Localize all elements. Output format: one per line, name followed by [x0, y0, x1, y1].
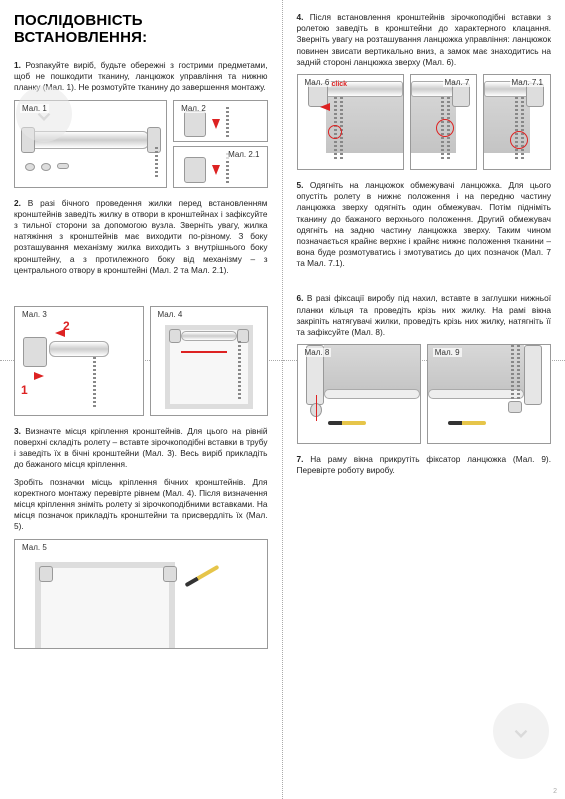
fig9-label: Мал. 9: [433, 348, 462, 357]
figure-9: Мал. 9: [427, 344, 551, 444]
step-2-num: 2.: [14, 198, 21, 208]
figure-5: Мал. 5: [14, 539, 268, 649]
figure-7: Мал. 7: [410, 74, 478, 170]
fig-row-4: Мал. 6 click Мал. 7 Мал. 7.1: [297, 74, 552, 170]
step-3-num: 3.: [14, 426, 21, 436]
step-7-num: 7.: [297, 454, 304, 464]
figure-2-1: Мал. 2.1: [173, 146, 267, 188]
figure-8: Мал. 8: [297, 344, 421, 444]
step-5-num: 5.: [297, 180, 304, 190]
step-2-text: 2. В разі бічного проведення жилки перед…: [14, 198, 268, 276]
fig6-label: Мал. 6: [303, 78, 332, 87]
fig7-label: Мал. 7: [443, 78, 472, 87]
fig5-label: Мал. 5: [20, 543, 49, 552]
figure-7-1: Мал. 7.1: [483, 74, 551, 170]
step-7-body: На раму вікна прикрутіть фіксатор ланцюж…: [297, 454, 552, 475]
step-3a-text: 3. Визначте місця кріплення кронштейнів.…: [14, 426, 268, 471]
figure-2: Мал. 2: [173, 100, 267, 142]
step-6-num: 6.: [297, 293, 304, 303]
figure-4: Мал. 4: [150, 306, 268, 416]
badge-1: 1: [21, 383, 28, 397]
step-3b-text: Зробіть позначки місць кріплення бічних …: [14, 477, 268, 533]
page-title: ПОСЛІДОВНІСТЬ ВСТАНОВЛЕННЯ:: [14, 12, 268, 46]
fig-row-2: Мал. 3 1 2 Мал. 4: [14, 306, 268, 416]
fig71-label: Мал. 7.1: [510, 78, 545, 87]
figure-3: Мал. 3 1 2: [14, 306, 144, 416]
step-6-text: 6. В разі фіксації виробу під нахил, вст…: [297, 293, 552, 338]
right-column: 4. Після встановлення кронштейнів зірочк…: [283, 0, 565, 799]
watermark-icon-2: [493, 703, 549, 759]
left-column: ПОСЛІДОВНІСТЬ ВСТАНОВЛЕННЯ: 1. Розпакуйт…: [0, 0, 283, 799]
step-6-body: В разі фіксації виробу під нахил, вставт…: [297, 293, 552, 337]
step-4-text: 4. Після встановлення кронштейнів зірочк…: [297, 12, 552, 68]
fig4-label: Мал. 4: [156, 310, 185, 319]
click-label: click: [332, 81, 348, 88]
fig3-label: Мал. 3: [20, 310, 49, 319]
step-5-body: Одягніть на ланцюжок обмежувачі ланцюжка…: [297, 180, 552, 268]
step-1-num: 1.: [14, 60, 21, 70]
step-7-text: 7. На раму вікна прикрутіть фіксатор лан…: [297, 454, 552, 476]
fig21-label: Мал. 2.1: [226, 150, 261, 159]
step-4-num: 4.: [297, 12, 304, 22]
fig2-label: Мал. 2: [179, 104, 208, 113]
figure-6: Мал. 6 click: [297, 74, 404, 170]
fig8-label: Мал. 8: [303, 348, 332, 357]
step-2-body: В разі бічного проведення жилки перед вс…: [14, 198, 268, 275]
step-3a-body: Визначте місця кріплення кронштейнів. Дл…: [14, 426, 268, 470]
badge-2: 2: [63, 319, 70, 333]
fig-row-3: Мал. 5: [14, 539, 268, 649]
watermark-icon: [16, 86, 72, 142]
step-5-text: 5. Одягніть на ланцюжок обмежувачі ланцю…: [297, 180, 552, 270]
step-4-body: Після встановлення кронштейнів зірочкопо…: [297, 12, 552, 67]
page-number: 2: [553, 788, 557, 795]
fig1-label: Мал. 1: [20, 104, 49, 113]
